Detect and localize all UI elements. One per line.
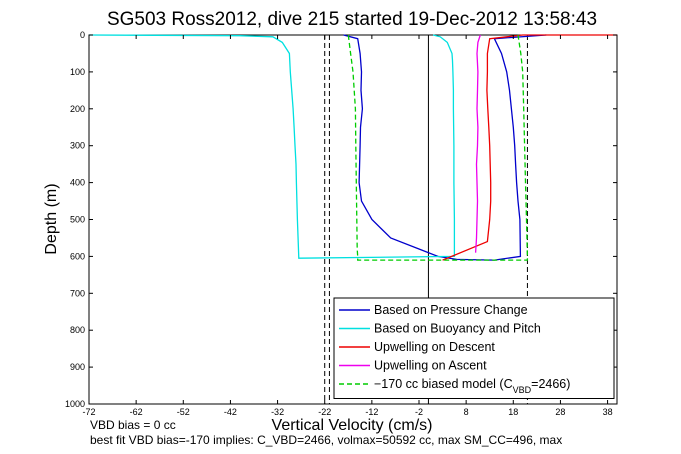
legend-box xyxy=(333,297,615,399)
x-axis-ticks: -72 -62 -52 -42 -32 -22 -12 -2 8 18 28 38 xyxy=(82,35,613,417)
footer-line-1: VBD bias = 0 cc xyxy=(90,418,176,432)
x-tick-label: 8 xyxy=(464,407,469,417)
x-tick-label: -2 xyxy=(415,407,423,417)
x-axis-label: Vertical Velocity (cm/s) xyxy=(272,417,433,434)
y-axis-ticks: 0 100 200 300 400 500 600 700 800 900 1000 xyxy=(65,30,617,409)
legend: Based on Pressure Change Based on Buoyanc… xyxy=(333,297,615,399)
y-tick-label: 500 xyxy=(70,215,85,225)
x-tick-label: -42 xyxy=(224,407,237,417)
y-tick-label: 400 xyxy=(70,178,85,188)
y-tick-label: 1000 xyxy=(65,399,85,409)
y-tick-label: 100 xyxy=(70,67,85,77)
x-tick-label: -52 xyxy=(177,407,190,417)
x-tick-label: -32 xyxy=(271,407,284,417)
legend-label: Based on Pressure Change xyxy=(374,303,528,317)
x-tick-label: -22 xyxy=(318,407,331,417)
x-tick-label: 38 xyxy=(603,407,613,417)
x-tick-label: 18 xyxy=(508,407,518,417)
series-line-2 xyxy=(442,34,617,261)
y-tick-label: 600 xyxy=(70,251,85,261)
x-tick-label: -62 xyxy=(130,407,143,417)
series-layer xyxy=(88,34,617,261)
y-tick-label: 900 xyxy=(70,362,85,372)
x-tick-label: -72 xyxy=(82,407,95,417)
y-tick-label: 0 xyxy=(80,30,85,40)
x-tick-label: 28 xyxy=(555,407,565,417)
legend-label: Upwelling on Ascent xyxy=(374,359,487,373)
y-tick-label: 700 xyxy=(70,288,85,298)
series-line-3 xyxy=(474,34,481,253)
legend-label: Based on Buoyancy and Pitch xyxy=(374,322,541,336)
y-tick-label: 800 xyxy=(70,325,85,335)
footer-line-2: best fit VBD bias=-170 implies: C_VBD=24… xyxy=(90,433,562,447)
chart-title: SG503 Ross2012, dive 215 started 19-Dec-… xyxy=(107,9,597,30)
legend-label: Upwelling on Descent xyxy=(374,340,495,354)
series-line-1 xyxy=(88,34,456,259)
y-axis-label: Depth (m) xyxy=(43,183,60,254)
y-tick-label: 200 xyxy=(70,104,85,114)
series-line-4 xyxy=(347,34,529,261)
y-tick-label: 300 xyxy=(70,141,85,151)
x-tick-label: -12 xyxy=(365,407,378,417)
